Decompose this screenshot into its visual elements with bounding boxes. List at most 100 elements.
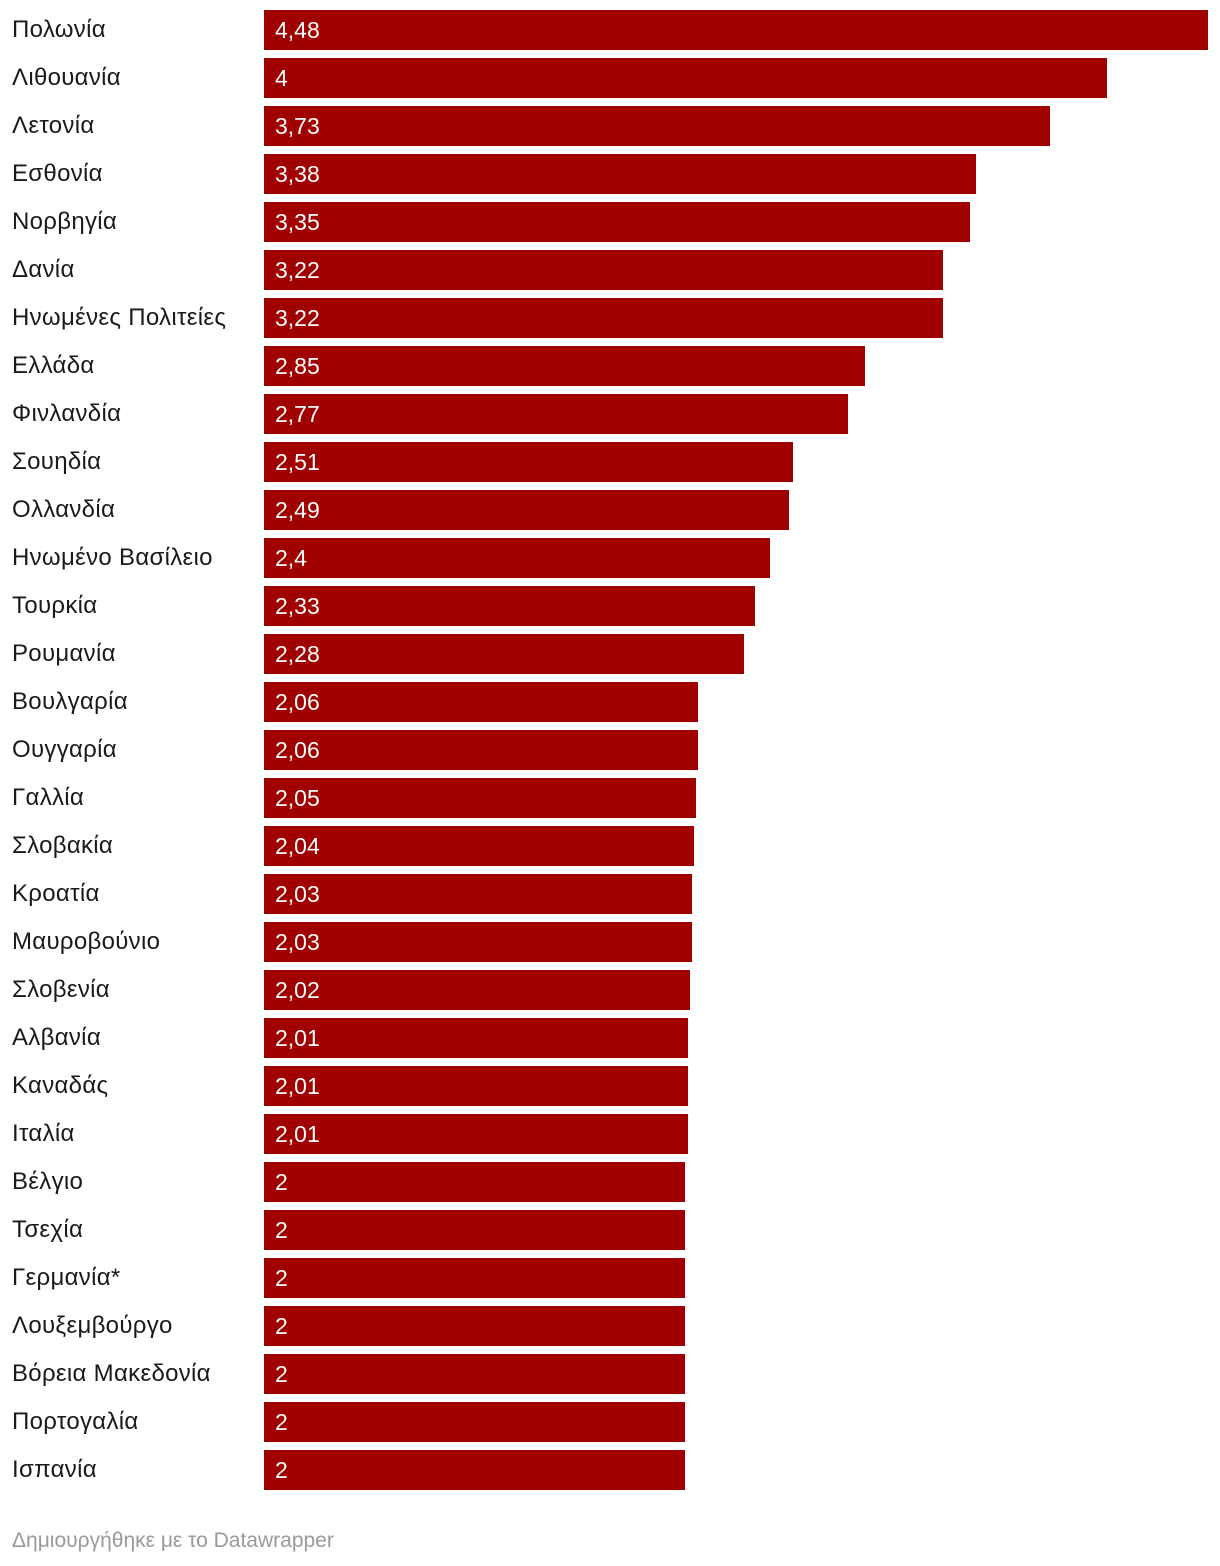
bar-row: Ελλάδα 2,85 [0, 346, 1220, 386]
bar [264, 682, 698, 722]
bar [264, 586, 755, 626]
category-label: Σουηδία [12, 448, 102, 475]
bar [264, 490, 789, 530]
value-label: 2,01 [275, 1025, 320, 1051]
bar [264, 1114, 688, 1154]
category-label: Σλοβακία [12, 832, 114, 859]
value-label: 2 [275, 1409, 288, 1435]
value-label: 4 [275, 65, 288, 91]
bar [264, 1162, 685, 1202]
bar-row: Βόρεια Μακεδονία 2 [0, 1354, 1220, 1394]
category-label: Ηνωμένο Βασίλειο [12, 544, 213, 571]
datawrapper-credit: Δημιουργήθηκε με το Datawrapper [12, 1529, 334, 1552]
bar-row: Τουρκία 2,33 [0, 586, 1220, 626]
value-label: 2,06 [275, 689, 320, 715]
value-label: 2,05 [275, 785, 320, 811]
bar [264, 1258, 685, 1298]
bar [264, 1018, 688, 1058]
bar [264, 298, 943, 338]
bar [264, 1354, 685, 1394]
value-label: 2,03 [275, 929, 320, 955]
category-label: Καναδάς [12, 1072, 109, 1099]
value-label: 2,51 [275, 449, 320, 475]
bar-row: Καναδάς 2,01 [0, 1066, 1220, 1106]
category-label: Τουρκία [12, 592, 98, 619]
bar-row: Ρουμανία 2,28 [0, 634, 1220, 674]
value-label: 3,22 [275, 305, 320, 331]
bar [264, 58, 1107, 98]
value-label: 2,33 [275, 593, 320, 619]
bar-row: Βουλγαρία 2,06 [0, 682, 1220, 722]
bar-row: Ηνωμένες Πολιτείες 3,22 [0, 298, 1220, 338]
value-label: 2,06 [275, 737, 320, 763]
bar-row: Δανία 3,22 [0, 250, 1220, 290]
value-label: 2,03 [275, 881, 320, 907]
category-label: Βόρεια Μακεδονία [12, 1360, 211, 1387]
value-label: 2,04 [275, 833, 320, 859]
bar-row: Ιταλία 2,01 [0, 1114, 1220, 1154]
category-label: Ισπανία [12, 1456, 97, 1483]
category-label: Βουλγαρία [12, 688, 128, 715]
category-label: Βέλγιο [12, 1168, 84, 1195]
bar-row: Πορτογαλία 2 [0, 1402, 1220, 1442]
category-label: Πολωνία [12, 16, 106, 43]
category-label: Εσθονία [12, 160, 103, 187]
bar [264, 1066, 688, 1106]
value-label: 2,77 [275, 401, 320, 427]
bar-row: Σλοβακία 2,04 [0, 826, 1220, 866]
value-label: 2,4 [275, 545, 307, 571]
category-label: Κροατία [12, 880, 100, 907]
bar [264, 874, 692, 914]
bar-row: Σλοβενία 2,02 [0, 970, 1220, 1010]
category-label: Σλοβενία [12, 976, 110, 1003]
bar [264, 1450, 685, 1490]
category-label: Ουγγαρία [12, 736, 117, 763]
bar [264, 730, 698, 770]
bar [264, 538, 770, 578]
bar [264, 250, 943, 290]
bar [264, 154, 976, 194]
bar-row: Τσεχία 2 [0, 1210, 1220, 1250]
bar [264, 970, 690, 1010]
value-label: 2,01 [275, 1073, 320, 1099]
category-label: Λιθουανία [12, 64, 121, 91]
category-label: Φινλανδία [12, 400, 122, 427]
value-label: 3,22 [275, 257, 320, 283]
category-label: Λουξεμβούργο [12, 1312, 173, 1339]
bar-row: Ισπανία 2 [0, 1450, 1220, 1490]
bar-row: Ηνωμένο Βασίλειο 2,4 [0, 538, 1220, 578]
bar-row: Σουηδία 2,51 [0, 442, 1220, 482]
value-label: 2 [275, 1217, 288, 1243]
value-label: 3,38 [275, 161, 320, 187]
bar [264, 394, 848, 434]
category-label: Νορβηγία [12, 208, 118, 235]
value-label: 2,02 [275, 977, 320, 1003]
bar [264, 442, 793, 482]
bar [264, 346, 865, 386]
bar-row: Βέλγιο 2 [0, 1162, 1220, 1202]
category-label: Ρουμανία [12, 640, 116, 667]
category-label: Γερμανία* [12, 1264, 121, 1291]
bar [264, 826, 694, 866]
bar-row: Αλβανία 2,01 [0, 1018, 1220, 1058]
category-label: Πορτογαλία [12, 1408, 139, 1435]
bar [264, 106, 1050, 146]
bar [264, 1210, 685, 1250]
bar-row: Ολλανδία 2,49 [0, 490, 1220, 530]
bar-row: Κροατία 2,03 [0, 874, 1220, 914]
value-label: 2 [275, 1457, 288, 1483]
bar-row: Νορβηγία 3,35 [0, 202, 1220, 242]
bar-row: Μαυροβούνιο 2,03 [0, 922, 1220, 962]
bar-row: Λουξεμβούργο 2 [0, 1306, 1220, 1346]
category-label: Ελλάδα [12, 352, 95, 379]
value-label: 2 [275, 1361, 288, 1387]
bar-row: Γερμανία* 2 [0, 1258, 1220, 1298]
bar [264, 1306, 685, 1346]
bar [264, 10, 1208, 50]
category-label: Τσεχία [12, 1216, 84, 1243]
value-label: 3,73 [275, 113, 320, 139]
bar [264, 922, 692, 962]
value-label: 2 [275, 1169, 288, 1195]
category-label: Γαλλία [12, 784, 85, 811]
value-label: 2,49 [275, 497, 320, 523]
